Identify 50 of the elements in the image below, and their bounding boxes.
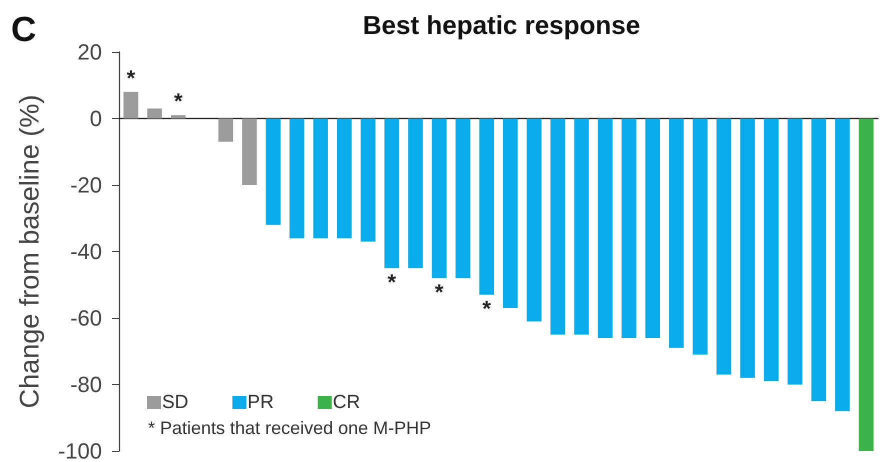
bar	[456, 118, 470, 278]
bar	[669, 118, 684, 348]
bar	[503, 118, 518, 308]
bar	[147, 108, 162, 118]
bar	[622, 118, 636, 338]
y-tick-label: 0	[90, 106, 102, 131]
bar	[764, 118, 779, 382]
bar	[360, 118, 376, 242]
data-label: *	[387, 270, 396, 295]
data-label: *	[126, 65, 136, 90]
bar	[811, 118, 826, 402]
annotation: * Patients that received one M-PHP	[148, 418, 432, 438]
legend-label: CR	[332, 392, 360, 413]
bar	[479, 118, 494, 295]
bar	[266, 118, 281, 225]
data-label: *	[434, 280, 444, 305]
bar	[408, 118, 423, 268]
text: C	[11, 10, 36, 49]
bar	[290, 118, 304, 238]
bar	[242, 118, 257, 185]
y-tick-label: -40	[70, 239, 102, 264]
bar	[598, 118, 613, 338]
bar	[170, 115, 186, 118]
bar	[574, 118, 589, 335]
y-tick-label: -100	[58, 438, 102, 462]
y-tick-label: 20	[78, 40, 102, 64]
bar	[432, 118, 447, 278]
bar	[526, 118, 542, 322]
y-axis-title: Change from baseline (%)	[14, 94, 44, 408]
data-label: *	[482, 296, 492, 322]
y-tick-label: -60	[70, 306, 102, 330]
chart-title: Best hepatic response	[362, 10, 640, 40]
y-tick-label: -20	[70, 172, 102, 198]
bar	[336, 118, 352, 238]
bar	[835, 118, 850, 412]
bar	[692, 118, 708, 355]
legend-label: PR	[247, 392, 274, 413]
bar	[124, 92, 138, 118]
bar	[384, 118, 400, 268]
bar	[858, 118, 874, 451]
bar	[550, 118, 566, 335]
bar	[716, 118, 732, 375]
bar	[218, 118, 234, 142]
bar	[645, 118, 660, 338]
bar	[313, 118, 328, 238]
bar	[740, 118, 755, 378]
legend-label: SD	[162, 392, 188, 413]
bar	[788, 118, 802, 384]
data-label: *	[174, 88, 184, 114]
y-tick-label: -80	[70, 372, 102, 397]
